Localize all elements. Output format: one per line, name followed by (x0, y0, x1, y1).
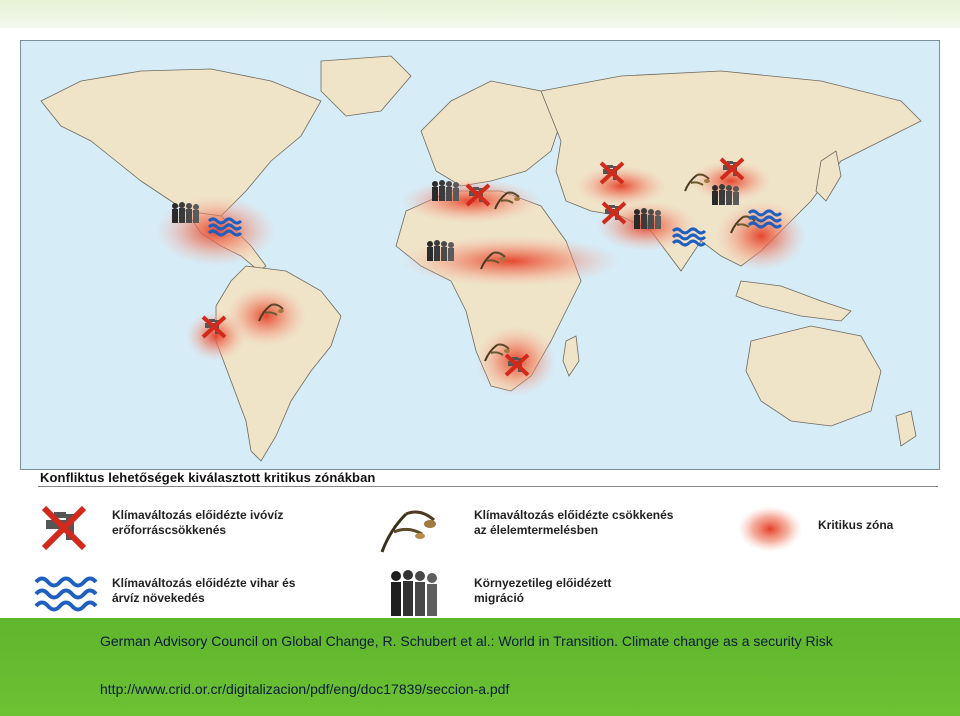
storm-flood-icon (34, 576, 98, 612)
crossed-faucet-icon (42, 506, 86, 550)
slide: Konfliktus lehetőségek kiválasztott krit… (0, 28, 960, 618)
legend-divider (38, 486, 938, 487)
source-url[interactable]: http://www.crid.or.cr/digitalizacion/pdf… (100, 681, 510, 697)
legend-water-label: Klímaváltozás előidézte ivóvíz erőforrás… (112, 508, 284, 537)
wilted-crop-icon (380, 510, 436, 553)
legend-title: Konfliktus lehetőségek kiválasztott krit… (40, 470, 376, 485)
migration-people-icon (391, 570, 437, 616)
world-map (20, 40, 940, 470)
legend-flood-label: Klímaváltozás előidézte vihar és árvíz n… (112, 576, 296, 605)
citation-text: German Advisory Council on Global Change… (100, 633, 833, 649)
top-band (0, 0, 960, 28)
citation-footer: German Advisory Council on Global Change… (0, 618, 960, 716)
legend-migration-label: Környezetileg előidézett migráció (474, 576, 612, 605)
legend-food-label: Klímaváltozás előidézte csökkenés az éle… (474, 508, 674, 537)
legend-zone-label: Kritikus zóna (818, 518, 894, 532)
critical-zone-icon (738, 506, 802, 552)
